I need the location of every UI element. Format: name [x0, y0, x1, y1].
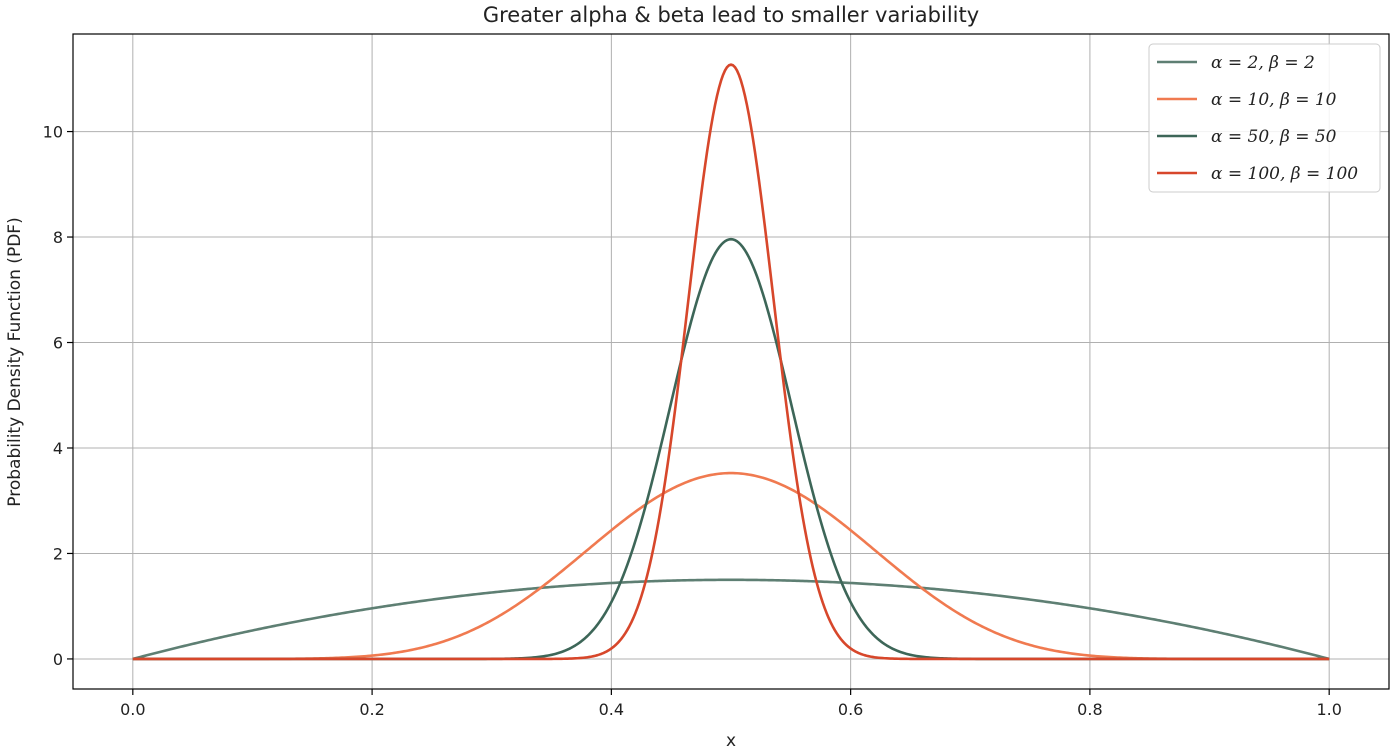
series-line-4 — [132, 63, 1330, 661]
y-axis-ticks: 0 2 4 6 8 10 — [43, 123, 73, 669]
legend-label-4: α = 100, β = 100 — [1211, 164, 1358, 184]
chart-title: Greater alpha & beta lead to smaller var… — [483, 3, 979, 27]
y-axis-label: Probability Density Function (PDF) — [5, 217, 25, 506]
series-line-1 — [132, 578, 1330, 661]
x-tick-label: 0.6 — [838, 700, 863, 719]
x-tick-label: 0.2 — [359, 700, 384, 719]
y-tick-label: 10 — [43, 123, 63, 142]
y-tick-label: 6 — [53, 334, 63, 353]
x-tick-label: 0.4 — [599, 700, 624, 719]
y-tick-label: 4 — [53, 439, 63, 458]
legend-label-1: α = 2, β = 2 — [1211, 53, 1315, 73]
series-lines — [132, 63, 1330, 661]
y-tick-label: 0 — [53, 650, 63, 669]
legend-frame — [1148, 43, 1381, 193]
x-tick-label: 0.8 — [1077, 700, 1102, 719]
legend-label-2: α = 10, β = 10 — [1211, 90, 1337, 110]
x-tick-label: 1.0 — [1316, 700, 1341, 719]
x-axis-ticks: 0.0 0.2 0.4 0.6 0.8 1.0 — [120, 689, 1342, 719]
legend-label-3: α = 50, β = 50 — [1211, 127, 1337, 147]
y-tick-label: 8 — [53, 228, 63, 247]
plot-area-frame — [72, 33, 1390, 690]
x-tick-label: 0.0 — [120, 700, 145, 719]
y-tick-label: 2 — [53, 544, 63, 563]
x-axis-label: x — [726, 731, 736, 751]
legend: α = 2, β = 2 α = 10, β = 10 α = 50, β = 50… — [1148, 43, 1381, 193]
